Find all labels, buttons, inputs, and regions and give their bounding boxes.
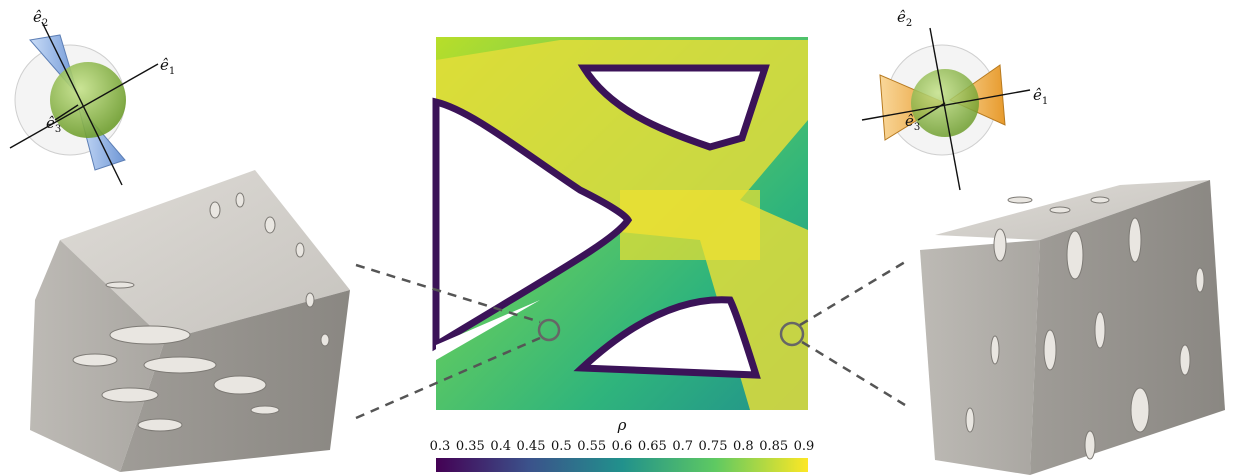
- left-cube-top: [60, 170, 350, 340]
- right-glyph-axes: [861, 27, 1031, 191]
- pore: [1128, 217, 1142, 263]
- pore: [305, 292, 315, 308]
- pore: [250, 405, 280, 415]
- leader-left-top: [355, 263, 541, 324]
- right-orientation-glyph: ê2 ê1 ê3: [861, 8, 1048, 191]
- colorbar-tick-label: 0.3: [430, 439, 451, 454]
- colorbar-tick-label: 0.35: [456, 439, 485, 454]
- leader-left-bottom: [355, 336, 541, 420]
- density-node: [620, 190, 760, 260]
- colorbar-gradient: [436, 458, 808, 472]
- right-cube-top: [935, 180, 1210, 240]
- void-lower: [573, 296, 761, 379]
- leader-right-bottom: [801, 340, 906, 407]
- colorbar-tick-label: 0.85: [759, 439, 788, 454]
- right-cube-pores: [965, 196, 1205, 460]
- pore: [264, 216, 276, 234]
- left-glyph-sphere: [50, 62, 126, 138]
- pore: [1066, 230, 1084, 280]
- pore: [1130, 387, 1150, 433]
- colorbar-tick-label: 0.75: [699, 439, 728, 454]
- right-axis-label-e3: ê3: [905, 112, 920, 133]
- pore: [295, 242, 305, 258]
- pore: [101, 387, 159, 403]
- axis-e2: [41, 21, 123, 186]
- pore: [993, 228, 1007, 262]
- pore: [1094, 311, 1106, 349]
- right-axis-label-e2: ê2: [897, 8, 912, 29]
- colorbar: ρ 0.3 0.35 0.4 0.45 0.5 0.55 0.6 0.65 0.7 0.75 0.8…: [430, 416, 815, 472]
- leader-right-top: [799, 260, 906, 327]
- left-cube-pores: [72, 192, 330, 432]
- colorbar-tick-label: 0.7: [672, 439, 693, 454]
- colorbar-tick-label: 0.55: [577, 439, 606, 454]
- density-field: [432, 37, 808, 410]
- pore: [213, 375, 267, 395]
- right-axis-label-e1: ê1: [1033, 86, 1048, 107]
- pore: [1049, 206, 1071, 214]
- left-axis-label-e1: ê1: [160, 56, 175, 77]
- axis-e1: [9, 63, 159, 149]
- pore: [965, 407, 975, 433]
- colorbar-tick-label: 0.5: [551, 439, 572, 454]
- colorbar-tick-label: 0.9: [794, 439, 815, 454]
- pore: [235, 192, 245, 208]
- pore: [72, 353, 118, 367]
- pore: [1007, 196, 1033, 204]
- pore: [1084, 430, 1096, 460]
- left-orientation-glyph: ê2 ê1 ê3: [9, 8, 175, 186]
- left-axis-label-e3: ê3: [46, 114, 61, 135]
- void-left: [432, 97, 633, 352]
- axis-e2: [929, 27, 961, 191]
- pore: [1179, 344, 1191, 376]
- colorbar-tick-label: 0.6: [612, 439, 633, 454]
- colorbar-tick-label: 0.45: [517, 439, 546, 454]
- axis-e3: [54, 104, 79, 121]
- colorbar-tick-label: 0.65: [638, 439, 667, 454]
- void-upper: [577, 64, 770, 151]
- left-glyph-axes: [9, 21, 159, 186]
- right-cube-front-left: [920, 240, 1040, 475]
- pore: [1195, 267, 1205, 293]
- right-microstructure-cube: [920, 180, 1225, 475]
- axis-e3: [917, 102, 946, 121]
- colorbar-tick-label: 0.4: [490, 439, 511, 454]
- pore: [105, 281, 135, 289]
- left-microstructure-cube: [30, 170, 350, 472]
- axis-e1: [861, 89, 1031, 121]
- pore: [209, 201, 221, 219]
- pore: [143, 356, 217, 374]
- pore: [1043, 329, 1057, 371]
- pore: [137, 418, 183, 432]
- sample-circle-left: [537, 318, 561, 342]
- leader-lines: [355, 260, 906, 420]
- sample-circle-right: [779, 321, 805, 347]
- pore: [1090, 196, 1110, 204]
- left-axis-label-e2: ê2: [33, 8, 48, 29]
- colorbar-symbol: ρ: [617, 416, 627, 434]
- pore: [109, 325, 191, 345]
- pore: [990, 335, 1000, 365]
- colorbar-ticks: 0.3 0.35 0.4 0.45 0.5 0.55 0.6 0.65 0.7 0.75 0.8 0.…: [430, 439, 815, 454]
- colorbar-tick-label: 0.8: [733, 439, 754, 454]
- pore: [320, 333, 330, 347]
